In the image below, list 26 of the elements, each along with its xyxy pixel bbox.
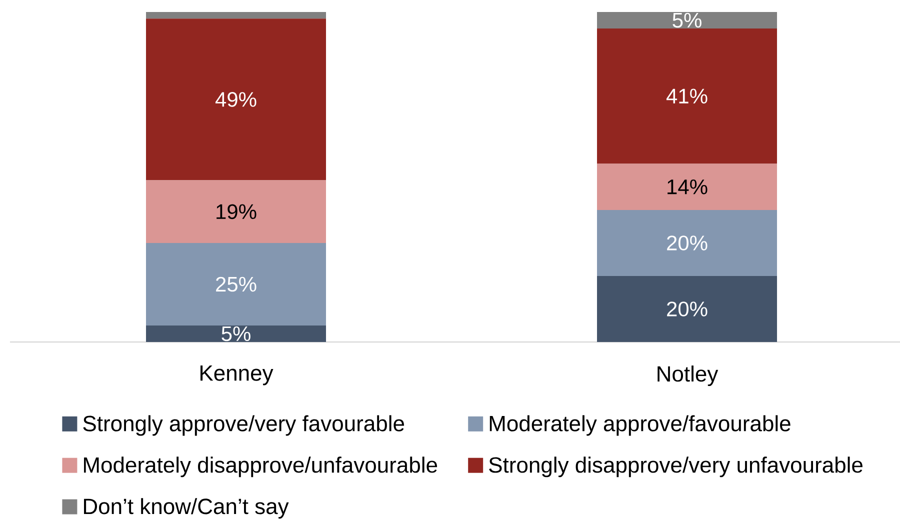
legend-label: Strongly approve/very favourable — [83, 415, 404, 436]
legend-label: Moderately disapprove/unfavourable — [84, 456, 438, 478]
bar — [146, 326, 326, 342]
legend-label: Don’t know/Can’t say — [84, 498, 289, 519]
bar — [597, 12, 778, 28]
data-label: 5% — [672, 12, 702, 28]
data-label: 20% — [667, 236, 708, 250]
bar — [597, 28, 778, 164]
bar — [146, 12, 326, 19]
bar — [597, 276, 778, 342]
bar — [146, 18, 326, 180]
data-label: 19% — [216, 204, 256, 220]
x-tick-label: Kenney — [200, 366, 274, 386]
x-tick-label: Notley — [658, 366, 718, 386]
bar — [146, 243, 326, 326]
bar — [597, 210, 778, 276]
data-label: 49% — [215, 92, 256, 107]
data-label: 5% — [222, 326, 250, 342]
legend-label: Moderately approve/favourable — [490, 415, 790, 436]
bar — [146, 180, 326, 243]
bar — [597, 164, 778, 210]
data-label: 20% — [667, 302, 708, 316]
data-label: 14% — [668, 180, 708, 194]
data-label: 41% — [666, 88, 708, 104]
data-label: 25% — [216, 276, 256, 292]
legend-label: Strongly disapprove/very unfavourable — [489, 456, 862, 478]
